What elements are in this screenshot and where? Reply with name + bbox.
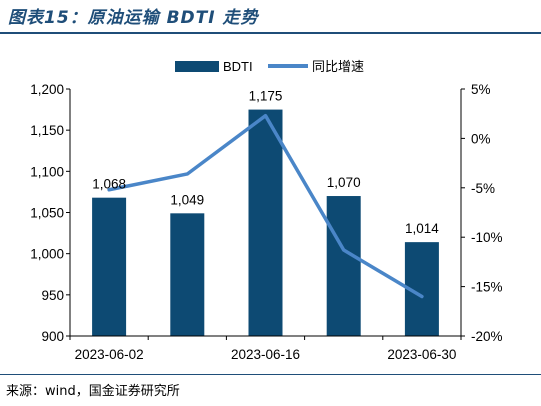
- source-note: 来源：wind，国金证券研究所: [6, 384, 180, 399]
- y-right-tick-0%: 0%: [471, 131, 491, 146]
- data-label-2023-06-02: 1,068: [92, 177, 126, 192]
- bar-2023-06-16: [248, 109, 283, 336]
- legend-yoy-label: 同比增速: [312, 59, 364, 74]
- bar-2023-06-23: [326, 196, 361, 336]
- y-left-tick-1,050: 1,050: [30, 206, 64, 221]
- y-right-tick--15%: -15%: [471, 280, 503, 295]
- y-left-tick-1,200: 1,200: [30, 82, 64, 97]
- data-label-2023-06-09: 1,049: [170, 192, 204, 207]
- y-left-tick-1,100: 1,100: [30, 164, 64, 179]
- y-left-tick-950: 950: [41, 288, 64, 303]
- x-tick-2023-06-02: 2023-06-02: [75, 347, 144, 362]
- bar-2023-06-02: [92, 197, 127, 336]
- y-right-tick--5%: -5%: [471, 181, 495, 196]
- y-right-tick--20%: -20%: [471, 329, 503, 344]
- bar-2023-06-09: [170, 213, 205, 336]
- y-left-tick-1,000: 1,000: [30, 247, 64, 262]
- y-left-tick-900: 900: [41, 329, 64, 344]
- figure-title: 图表15：原油运输 BDTI 走势: [8, 8, 259, 28]
- bdti-chart: BDTI 同比增速 1,068 1,049 1,175 1,070 1,014 900 950 1…: [30, 59, 503, 362]
- legend-bdti-swatch: [175, 61, 219, 72]
- title-divider: [0, 32, 541, 34]
- data-label-2023-06-30: 1,014: [405, 221, 439, 236]
- yoy-growth-line: [107, 113, 424, 299]
- data-label-2023-06-16: 1,175: [249, 89, 283, 104]
- y-right-tick-5%: 5%: [471, 82, 491, 97]
- y-left-tick-1,150: 1,150: [30, 123, 64, 138]
- x-tick-2023-06-30: 2023-06-30: [387, 347, 456, 362]
- data-label-2023-06-23: 1,070: [327, 175, 361, 190]
- legend-bdti-label: BDTI: [223, 59, 253, 74]
- x-tick-2023-06-16: 2023-06-16: [231, 347, 300, 362]
- source-divider: [0, 374, 541, 375]
- y-right-tick--10%: -10%: [471, 230, 503, 245]
